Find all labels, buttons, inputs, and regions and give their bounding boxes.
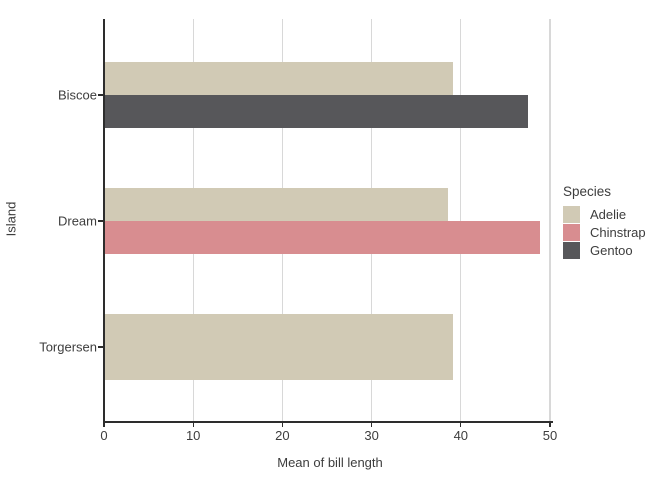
x-tick-mark [370,422,373,427]
legend-label: Chinstrap [590,225,646,240]
legend-item-chinstrap: Chinstrap [563,224,646,241]
legend-item-adelie: Adelie [563,206,646,223]
x-tick-label: 10 [185,428,201,443]
legend: Species Adelie Chinstrap Gentoo [563,184,646,260]
adelie-color-swatch [563,206,580,223]
legend-items: Adelie Chinstrap Gentoo [563,206,646,259]
chinstrap-color-swatch [563,224,580,241]
bar-biscoe-adelie [104,62,453,95]
x-tick-label: 30 [364,428,379,443]
x-tick-label: 20 [275,428,290,443]
x-tick-mark [460,422,462,427]
y-tick-label-biscoe: Biscoe [57,87,97,103]
legend-label: Gentoo [590,243,633,258]
gentoo-color-swatch [563,242,580,259]
y-tick-label-dream: Dream [57,213,97,229]
y-tick-mark [98,220,104,222]
bar-dream-chinstrap [104,221,541,254]
x-tick-label: 40 [453,428,469,443]
gridline [460,19,462,422]
bar-torgersen-adelie [104,314,453,380]
x-tick-mark [103,422,105,427]
y-tick-mark [98,94,104,96]
legend-label: Adelie [590,207,627,222]
x-tick-mark [549,422,551,427]
x-axis-title: Mean of bill length [277,455,383,470]
y-axis-line [103,19,105,423]
y-tick-mark [98,346,104,348]
y-tick-label-torgersen: Torgersen [39,339,97,355]
y-axis-title: Island [3,201,19,237]
plot-panel [104,19,553,422]
x-tick-label: 50 [542,428,558,443]
gridline [549,19,551,422]
legend-title: Species [563,184,612,199]
bar-biscoe-gentoo [104,95,529,128]
legend-item-gentoo: Gentoo [563,242,646,259]
x-axis-line [103,421,554,423]
x-tick-mark [281,422,284,427]
x-tick-mark [192,422,194,427]
x-tick-label: 0 [100,428,108,443]
bar-dream-adelie [104,188,449,221]
